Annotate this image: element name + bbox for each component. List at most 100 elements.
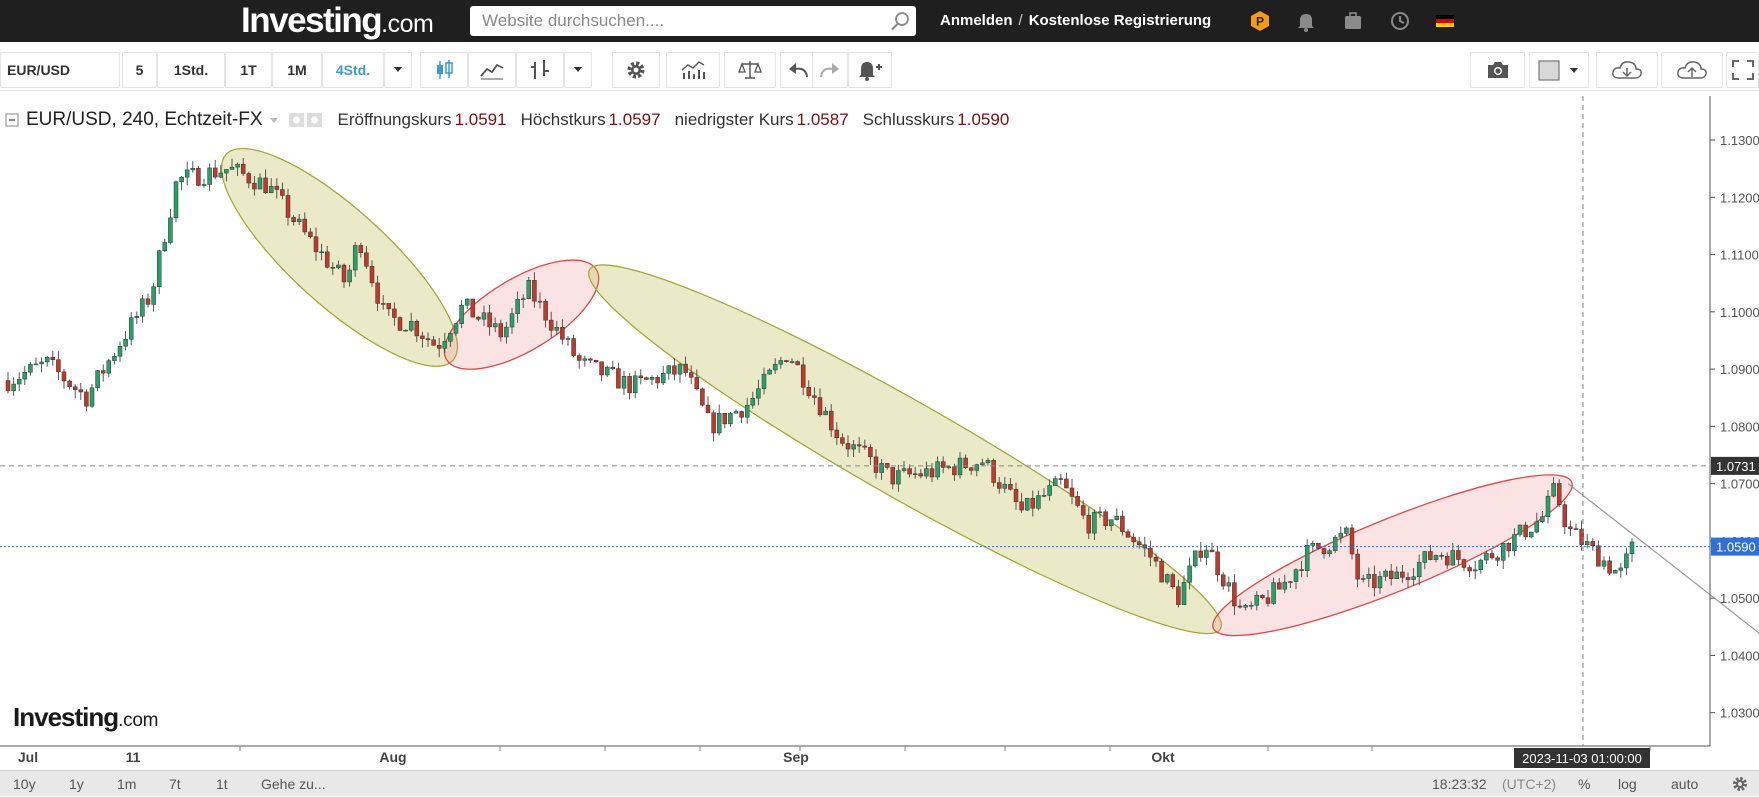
alert-button[interactable] <box>848 52 892 88</box>
briefcase-icon[interactable] <box>1342 10 1364 32</box>
price-chart[interactable]: 1.1300 1.1200 1.1100 1.1000 1.0900 1.0800 1.07… <box>0 92 1759 770</box>
auth-links: Anmelden / Kostenlose Registrierung <box>940 0 1211 42</box>
indicators-button[interactable] <box>666 52 720 88</box>
candle-body-194 <box>1092 512 1097 534</box>
settings-button[interactable] <box>612 52 660 88</box>
collapse-icon[interactable] <box>5 113 19 127</box>
candle-body-181 <box>1019 501 1024 511</box>
candle-body-256 <box>1439 555 1444 557</box>
candle-body-236 <box>1327 550 1332 555</box>
price-tick-label-5: 1.0800 <box>1720 419 1759 434</box>
candle-body-5 <box>33 363 39 366</box>
candle-body-73 <box>414 321 420 337</box>
candle-body-20 <box>117 345 123 357</box>
bell-icon[interactable] <box>1295 10 1317 32</box>
candle-body-154 <box>868 446 873 458</box>
candle-body-14 <box>84 391 89 407</box>
candle-body-146 <box>823 410 828 416</box>
candle-body-189 <box>1064 478 1069 489</box>
candle-body-95 <box>537 300 543 303</box>
candle-body-91 <box>515 299 520 314</box>
line-chart-button[interactable] <box>468 52 516 88</box>
candle-body-49 <box>280 189 285 196</box>
bars-button[interactable] <box>516 52 564 88</box>
interval-5[interactable]: 5 <box>122 52 157 88</box>
interval-dropdown[interactable] <box>384 52 412 88</box>
candle-body-149 <box>840 437 845 444</box>
search-icon[interactable] <box>890 11 910 31</box>
visibility-settings-icon[interactable] <box>288 112 324 128</box>
candle-body-116 <box>655 377 660 384</box>
percent-toggle[interactable]: % <box>1578 776 1591 792</box>
candle-body-118 <box>666 365 672 374</box>
symbol-input[interactable]: EUR/USD <box>0 52 120 88</box>
pro-icon[interactable]: P <box>1249 10 1271 32</box>
compare-button[interactable] <box>724 52 776 88</box>
camera-icon <box>1487 62 1508 78</box>
candle-body-246 <box>1383 570 1388 577</box>
range-1m[interactable]: 1m <box>117 776 137 792</box>
candle-body-288 <box>1618 567 1624 571</box>
candle-body-219 <box>1232 582 1237 607</box>
chevron-down-icon <box>394 67 402 72</box>
search-input[interactable] <box>482 6 872 36</box>
price-tick-label-6: 1.0700 <box>1720 477 1759 492</box>
layout-button[interactable] <box>1529 52 1589 88</box>
undo-button[interactable] <box>780 52 816 88</box>
interval-4std[interactable]: 4Std. <box>322 52 384 88</box>
germany-flag-icon[interactable] <box>1434 10 1456 32</box>
candle-body-24 <box>140 298 145 317</box>
candle-body-110 <box>621 376 627 389</box>
cloud-upload-button[interactable] <box>1661 52 1723 88</box>
candle-body-2 <box>16 378 22 385</box>
login-link[interactable]: Anmelden <box>940 12 1013 29</box>
candle-body-61 <box>347 269 352 283</box>
cloud-download-button[interactable] <box>1596 52 1658 88</box>
candle-body-123 <box>694 377 700 390</box>
candle-body-135 <box>761 373 767 389</box>
interval-1m[interactable]: 1M <box>272 52 322 88</box>
interval-1t[interactable]: 1T <box>225 52 272 88</box>
candle-body-50 <box>285 195 291 218</box>
candle-body-99 <box>560 327 565 340</box>
candles-button[interactable] <box>420 52 468 88</box>
candle-body-204 <box>1148 547 1153 558</box>
register-link[interactable]: Kostenlose Registrierung <box>1028 12 1212 29</box>
auto-toggle[interactable]: auto <box>1671 776 1699 792</box>
candle-body-109 <box>616 368 621 389</box>
candle-body-205 <box>1153 556 1159 562</box>
candle-body-214 <box>1204 549 1209 558</box>
candle-body-193 <box>1086 514 1092 534</box>
fullscreen-button[interactable] <box>1726 52 1759 88</box>
range-1y[interactable]: 1y <box>69 776 84 792</box>
candle-body-200 <box>1125 531 1131 538</box>
watermark-text: Investing <box>13 702 119 732</box>
candle-body-63 <box>358 245 364 253</box>
chart-type-dropdown[interactable] <box>564 52 592 88</box>
legend-title[interactable]: EUR/USD, 240, Echtzeit-FX <box>26 109 263 130</box>
interval-1std[interactable]: 1Std. <box>157 52 225 88</box>
candle-body-100 <box>565 338 571 340</box>
timezone[interactable]: (UTC+2) <box>1502 776 1557 792</box>
chart-toolbar: EUR/USD 5 1Std. 1T 1M 4Std. <box>0 49 1759 91</box>
legend-dropdown-icon[interactable] <box>268 114 280 126</box>
candle-body-144 <box>812 395 817 398</box>
candle-body-168 <box>946 466 952 469</box>
range-10y[interactable]: 10y <box>13 776 36 792</box>
candle-body-59 <box>336 264 341 268</box>
goto-date[interactable]: Gehe zu... <box>261 776 326 792</box>
range-1t[interactable]: 1t <box>216 776 228 792</box>
bottom-settings-icon[interactable] <box>1731 775 1749 793</box>
redo-button[interactable] <box>812 52 848 88</box>
clock-icon[interactable] <box>1389 10 1411 32</box>
range-7t[interactable]: 7t <box>169 776 181 792</box>
crosshair-time-tag: 2023-11-03 01:00:00 <box>1522 751 1642 766</box>
log-toggle[interactable]: log <box>1618 776 1637 792</box>
watermark-suffix: .com <box>118 710 159 731</box>
candle-body-178 <box>1002 484 1008 489</box>
candle-body-173 <box>974 464 980 471</box>
candle-body-141 <box>795 361 800 366</box>
screenshot-button[interactable] <box>1470 52 1525 88</box>
candle-body-274 <box>1540 516 1545 522</box>
investing-logo[interactable]: Investing.com <box>241 0 434 42</box>
